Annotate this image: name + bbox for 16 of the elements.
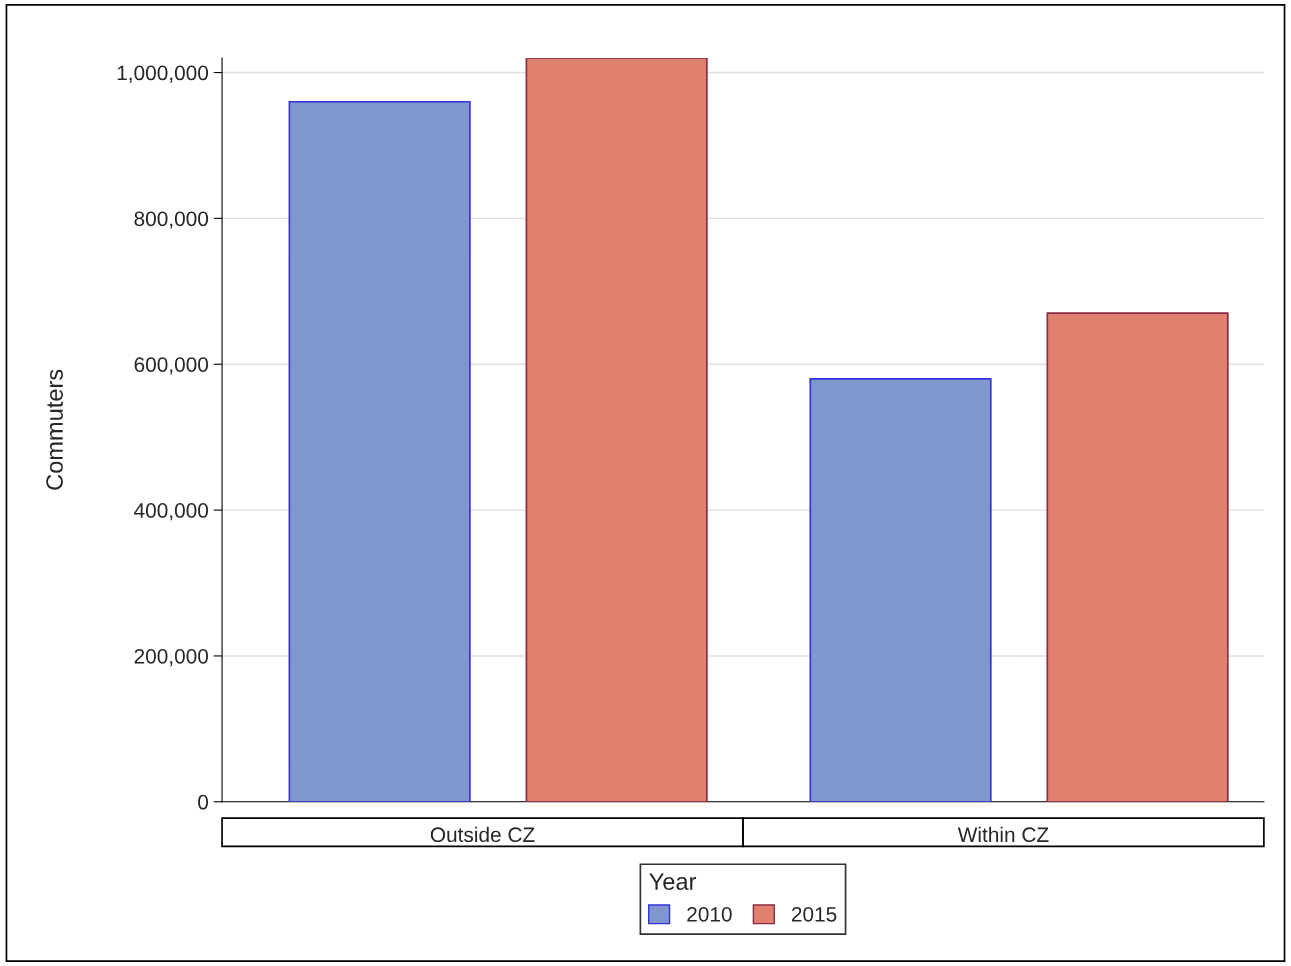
y-tick-label: 200,000 xyxy=(134,648,209,667)
legend-label: 2015 xyxy=(791,906,837,922)
bar xyxy=(809,377,992,802)
legend-label: 2010 xyxy=(687,906,732,922)
y-tick-label: 800,000 xyxy=(134,211,209,229)
y-tick-label: 1,000,000 xyxy=(117,65,209,83)
x-tick-label: Within CZ xyxy=(957,826,1049,843)
y-axis-title: Commuters xyxy=(46,369,63,490)
bar xyxy=(525,57,708,802)
bar xyxy=(1046,312,1229,802)
x-tick-label: Outside CZ xyxy=(430,826,535,843)
y-tick-label: 600,000 xyxy=(134,357,209,375)
y-tick-label: 0 xyxy=(198,794,209,810)
y-tick-label: 400,000 xyxy=(134,503,209,521)
bar xyxy=(288,100,471,802)
legend-title: Year xyxy=(649,873,697,890)
